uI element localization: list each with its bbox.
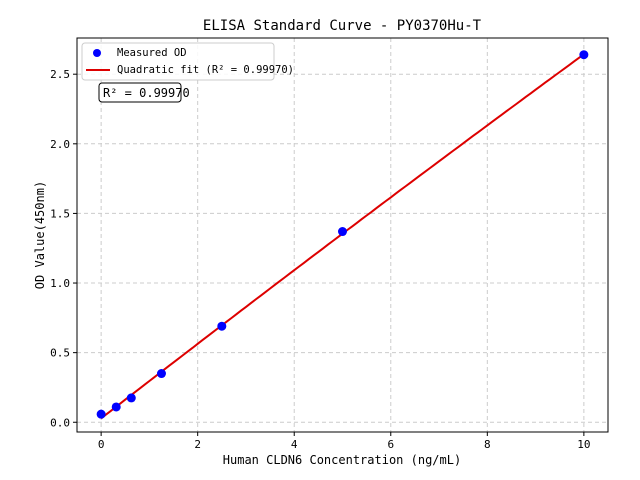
- y-tick-label: 1.5: [50, 207, 70, 220]
- fit-line: [100, 53, 585, 420]
- data-point: [579, 50, 589, 60]
- data-point: [126, 393, 136, 403]
- legend-marker-measured: [93, 49, 101, 57]
- y-tick-label: 0.0: [50, 416, 70, 429]
- y-tick-label: 0.5: [50, 347, 70, 360]
- plot-frame: [76, 37, 609, 433]
- y-axis-label: OD Value(450nm): [33, 181, 47, 289]
- x-tick-label: 8: [484, 438, 491, 451]
- points-group: [96, 50, 589, 419]
- x-tick-label: 6: [387, 438, 394, 451]
- legend: Measured OD Quadratic fit (R² = 0.99970): [81, 42, 294, 81]
- data-point: [111, 402, 121, 412]
- x-tick-label: 2: [194, 438, 201, 451]
- data-point: [217, 321, 227, 331]
- r2-text: R² = 0.99970: [103, 86, 190, 100]
- legend-label-fit: Quadratic fit (R² = 0.99970): [117, 64, 294, 76]
- y-tick-label: 2.5: [50, 68, 70, 81]
- data-point: [338, 227, 347, 237]
- x-tick-label: 10: [577, 438, 590, 451]
- y-tick-label: 2.0: [50, 138, 70, 151]
- x-tick-label: 4: [291, 438, 298, 451]
- x-tick-label: 0: [98, 438, 105, 451]
- ticks: 0 2 4 6 8 10 0.0 0.5 1.0 1.5 2.0 2.5: [50, 68, 590, 451]
- legend-box: [81, 42, 275, 81]
- grid: [77, 38, 608, 432]
- fit-line-group: [100, 53, 585, 420]
- y-tick-label: 1.0: [50, 277, 70, 290]
- chart-title: ELISA Standard Curve - PY0370Hu-T: [203, 18, 482, 34]
- x-axis-label: Human CLDN6 Concentration (ng/mL): [223, 453, 461, 467]
- r2-box: [98, 82, 182, 103]
- data-point: [96, 409, 106, 419]
- legend-label-measured: Measured OD: [117, 47, 187, 59]
- r2-annotation: R² = 0.99970: [98, 82, 190, 103]
- data-point: [156, 369, 166, 379]
